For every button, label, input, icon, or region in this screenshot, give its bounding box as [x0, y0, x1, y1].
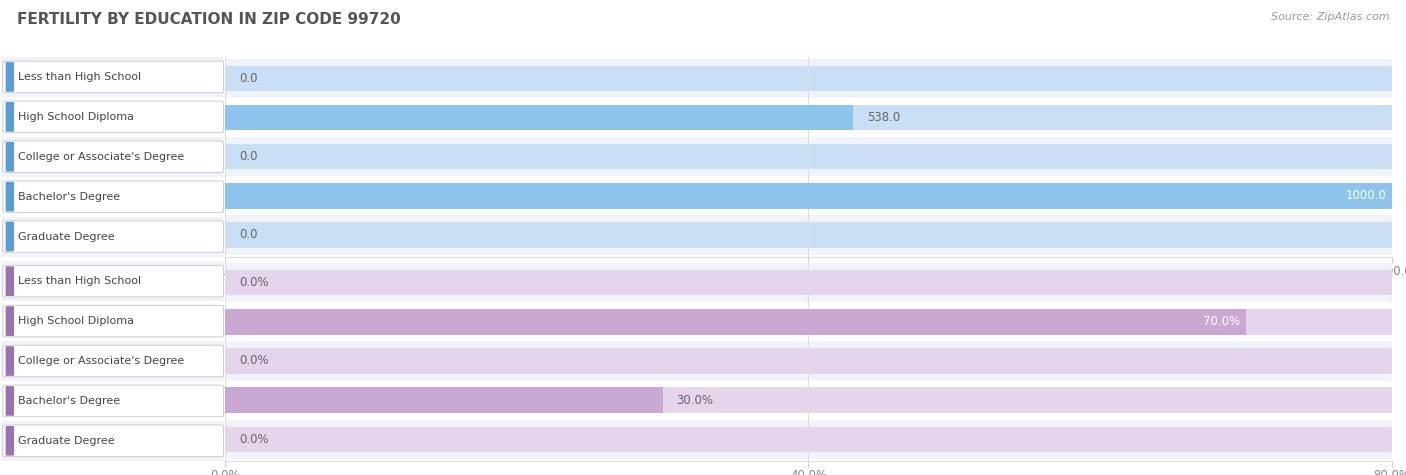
Text: Bachelor's Degree: Bachelor's Degree	[18, 191, 121, 202]
Bar	[225, 222, 1392, 247]
Bar	[225, 98, 1392, 137]
Text: 538.0: 538.0	[866, 111, 900, 124]
Text: Source: ZipAtlas.com: Source: ZipAtlas.com	[1271, 12, 1389, 22]
Bar	[225, 183, 1392, 209]
Bar	[225, 388, 1392, 413]
Text: Graduate Degree: Graduate Degree	[18, 436, 115, 446]
Text: 30.0%: 30.0%	[676, 394, 714, 407]
Text: 0.0: 0.0	[239, 228, 257, 241]
Text: FERTILITY BY EDUCATION IN ZIP CODE 99720: FERTILITY BY EDUCATION IN ZIP CODE 99720	[17, 12, 401, 27]
Bar	[225, 342, 1392, 380]
Text: 0.0: 0.0	[239, 72, 257, 85]
Bar	[225, 427, 1392, 452]
Text: Graduate Degree: Graduate Degree	[18, 231, 115, 242]
Text: 1000.0: 1000.0	[1346, 190, 1386, 202]
Bar	[225, 144, 1392, 170]
Text: College or Associate's Degree: College or Associate's Degree	[18, 356, 184, 366]
Text: 0.0: 0.0	[239, 150, 257, 163]
Bar	[225, 105, 1392, 130]
Bar	[225, 216, 1392, 255]
Bar	[225, 309, 1392, 334]
Text: 0.0%: 0.0%	[239, 354, 269, 368]
Text: Less than High School: Less than High School	[18, 72, 142, 82]
Bar	[225, 183, 1392, 209]
Bar	[225, 105, 853, 130]
Bar	[225, 59, 1392, 98]
Text: High School Diploma: High School Diploma	[18, 112, 135, 122]
Bar	[225, 66, 1392, 91]
Bar	[225, 137, 1392, 176]
Text: Bachelor's Degree: Bachelor's Degree	[18, 396, 121, 406]
Text: 0.0%: 0.0%	[239, 276, 269, 289]
Bar	[225, 270, 1392, 295]
Bar	[225, 380, 1392, 420]
Bar	[225, 176, 1392, 216]
Bar	[225, 420, 1392, 459]
Text: High School Diploma: High School Diploma	[18, 316, 135, 326]
Text: Less than High School: Less than High School	[18, 276, 142, 286]
Text: College or Associate's Degree: College or Associate's Degree	[18, 152, 184, 162]
Text: 0.0%: 0.0%	[239, 433, 269, 446]
Bar	[225, 263, 1392, 302]
Bar	[225, 302, 1392, 342]
Bar	[225, 348, 1392, 374]
Bar	[225, 309, 1246, 334]
Text: 70.0%: 70.0%	[1204, 315, 1240, 328]
Bar	[225, 388, 662, 413]
